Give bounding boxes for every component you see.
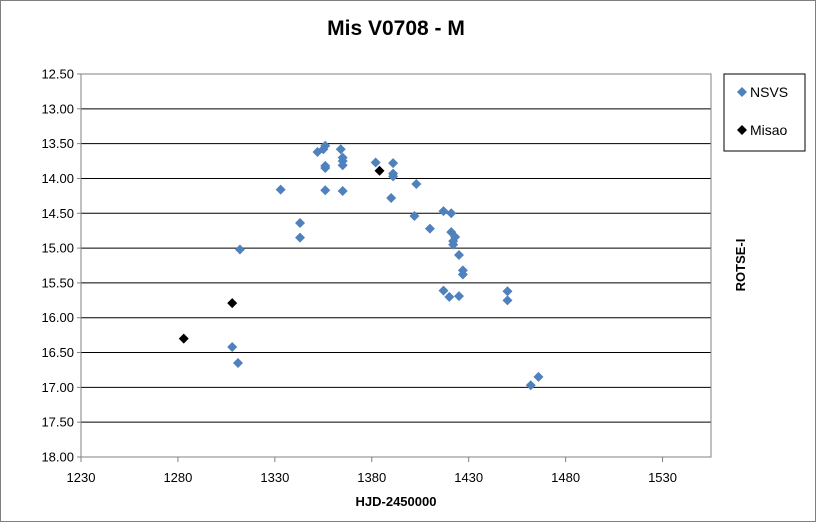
x-tick-label: 1380 (357, 470, 386, 485)
y-tick-label: 16.50 (41, 345, 74, 360)
y-tick-label: 16.00 (41, 310, 74, 325)
data-point-nsvs (444, 291, 455, 302)
x-tick-label: 1280 (163, 470, 192, 485)
y-tick-label: 14.00 (41, 171, 74, 186)
x-axis-label: HJD-2450000 (356, 494, 437, 509)
x-tick-label: 1230 (67, 470, 96, 485)
y-tick-label: 14.50 (41, 206, 74, 221)
data-point-nsvs (337, 185, 348, 196)
gridlines (81, 108, 711, 423)
data-point-nsvs (448, 239, 459, 250)
y-tick-label: 15.00 (41, 241, 74, 256)
axis-ticks: 12.50 13.00 13.50 14.00 14.50 15.00 15.50 16.00… (41, 67, 677, 486)
y-axis-label: ROTSE-I (733, 239, 748, 292)
y-tick-label: 17.50 (41, 415, 74, 430)
data-point-nsvs (457, 269, 468, 280)
data-point-nsvs (450, 231, 461, 242)
y-tick-label: 18.00 (41, 450, 74, 465)
data-point-nsvs (337, 160, 348, 171)
data-point-misao (178, 333, 189, 344)
data-point-nsvs (454, 291, 464, 302)
data-point-nsvs (320, 163, 331, 174)
data-point-nsvs (320, 185, 331, 196)
data-point-nsvs (388, 158, 399, 169)
x-tick-label: 1330 (260, 470, 289, 485)
legend-label-misao: Misao (750, 122, 788, 138)
data-points (178, 140, 544, 391)
data-point-nsvs (502, 286, 513, 297)
data-point-nsvs (295, 218, 306, 229)
data-point-nsvs (227, 341, 238, 352)
y-tick-label: 17.00 (41, 380, 74, 395)
data-point-nsvs (233, 357, 244, 368)
y-tick-label: 13.50 (41, 136, 74, 151)
data-point-nsvs (335, 144, 346, 155)
data-point-nsvs (295, 232, 306, 243)
data-point-nsvs (411, 179, 422, 190)
data-point-nsvs (424, 223, 435, 234)
legend: NSVS Misao (723, 73, 806, 152)
y-tick-label: 12.50 (41, 67, 74, 82)
y-tick-label: 13.00 (41, 101, 74, 116)
x-tick-label: 1530 (648, 470, 677, 485)
data-point-nsvs (234, 244, 245, 255)
data-point-nsvs (275, 184, 286, 195)
data-point-nsvs (370, 157, 381, 168)
legend-marker-nsvs (737, 87, 747, 97)
data-point-nsvs (502, 295, 513, 306)
data-point-nsvs (386, 192, 397, 203)
chart-title: Mis V0708 - M (327, 17, 465, 40)
data-point-misao (227, 298, 238, 309)
data-point-misao (374, 165, 385, 176)
data-point-nsvs (446, 208, 457, 219)
legend-box (723, 73, 806, 152)
data-point-nsvs (320, 140, 331, 151)
legend-label-nsvs: NSVS (750, 84, 788, 100)
data-point-nsvs (409, 211, 420, 222)
data-point-nsvs (454, 250, 464, 261)
data-point-nsvs (438, 285, 449, 296)
x-tick-label: 1480 (551, 470, 580, 485)
plot-area (80, 73, 712, 458)
data-point-nsvs (525, 380, 536, 391)
x-tick-label: 1430 (454, 470, 483, 485)
data-point-nsvs (388, 171, 399, 182)
y-tick-label: 15.50 (41, 275, 74, 290)
data-point-nsvs (438, 206, 449, 217)
data-point-nsvs (533, 371, 544, 382)
legend-marker-misao (737, 125, 747, 135)
